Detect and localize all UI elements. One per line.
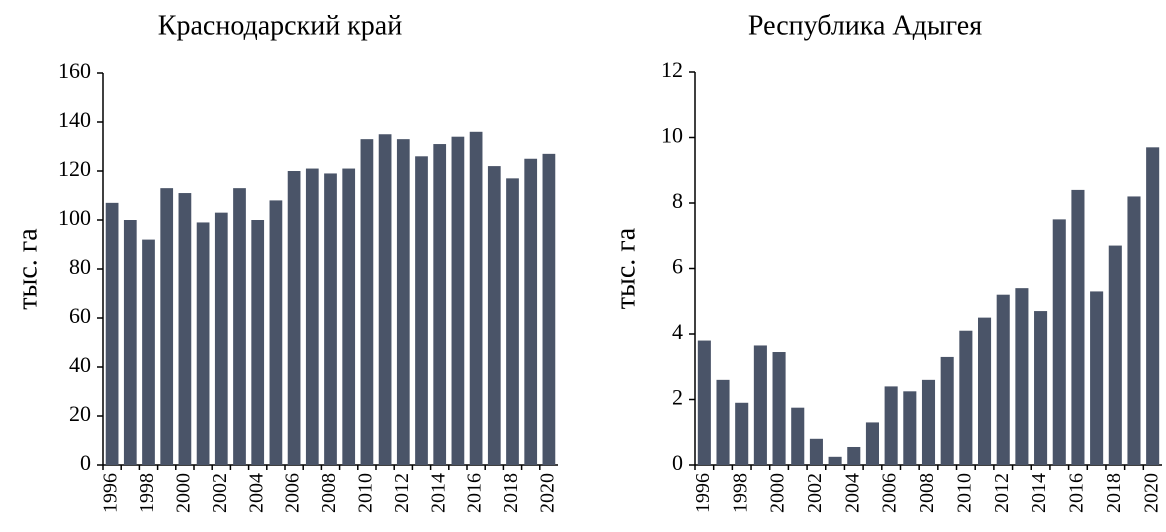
x-tick-label: 2004 — [841, 473, 863, 513]
y-tick-label: 20 — [69, 401, 91, 426]
bar — [903, 391, 917, 465]
chart-title: Республика Адыгея — [748, 10, 982, 41]
x-tick-label: 2006 — [282, 473, 304, 513]
y-tick-label: 12 — [661, 57, 683, 82]
x-tick-label: 1996 — [100, 473, 122, 513]
y-tick-label: 0 — [672, 450, 683, 475]
y-tick-label: 4 — [672, 319, 683, 344]
chart-title: Краснодарский край — [158, 10, 402, 41]
x-tick-label: 2018 — [1103, 473, 1125, 513]
bar — [123, 220, 137, 465]
bar — [753, 345, 767, 465]
x-tick-label: 2012 — [991, 473, 1013, 513]
bar — [269, 200, 283, 465]
x-tick-label: 2002 — [209, 473, 231, 513]
x-tick-label: 2014 — [427, 473, 449, 513]
x-tick-label: 2010 — [354, 473, 376, 513]
bar — [233, 188, 246, 465]
bar — [996, 294, 1010, 465]
x-tick-label: 2000 — [172, 473, 194, 513]
bar — [1146, 147, 1160, 465]
bar — [735, 402, 749, 465]
bar — [809, 438, 823, 465]
y-axis-label: тыс. га — [610, 227, 641, 309]
bar — [847, 446, 861, 465]
bar — [251, 220, 265, 465]
bar — [178, 193, 192, 466]
bar — [1090, 291, 1104, 465]
bar — [1015, 288, 1029, 465]
bar — [716, 379, 730, 465]
bar — [791, 407, 805, 465]
y-tick-label: 8 — [672, 188, 683, 213]
bar — [396, 139, 410, 465]
bar — [342, 168, 356, 466]
y-tick-label: 140 — [58, 107, 91, 132]
bar — [978, 317, 992, 465]
bar — [506, 178, 519, 465]
bar — [1127, 196, 1141, 465]
bar — [884, 386, 898, 465]
bar — [433, 144, 447, 466]
bar — [487, 166, 501, 465]
bar — [451, 136, 465, 465]
bar — [959, 330, 973, 465]
bar — [1071, 189, 1085, 465]
x-tick-label: 2006 — [879, 473, 901, 513]
bar — [940, 356, 954, 465]
x-tick-label: 1996 — [692, 473, 714, 513]
x-tick-label: 2016 — [464, 473, 486, 513]
bar — [1052, 219, 1066, 465]
x-tick-label: 1998 — [729, 473, 751, 513]
x-tick-label: 2016 — [1066, 473, 1088, 513]
bar — [1034, 311, 1048, 465]
bar — [469, 131, 483, 466]
x-tick-label: 2020 — [536, 473, 558, 513]
y-axis-label: тыс. га — [12, 228, 43, 310]
bar — [214, 212, 228, 465]
bar — [415, 156, 428, 466]
y-tick-label: 160 — [58, 58, 91, 83]
bar — [160, 188, 174, 465]
bar — [142, 239, 155, 465]
x-tick-label: 2012 — [391, 473, 413, 513]
y-tick-label: 40 — [69, 352, 91, 377]
bar — [524, 158, 538, 465]
y-tick-label: 100 — [58, 205, 91, 230]
bar — [921, 379, 936, 465]
y-tick-label: 6 — [672, 254, 683, 279]
y-tick-label: 10 — [661, 123, 683, 148]
bar — [105, 202, 119, 465]
bar — [828, 456, 842, 465]
bar — [542, 153, 556, 465]
x-tick-label: 2020 — [1140, 473, 1162, 513]
bar — [1108, 245, 1122, 465]
bar — [378, 134, 392, 465]
bar — [324, 173, 337, 465]
x-tick-label: 2000 — [767, 473, 789, 513]
bar — [772, 352, 786, 465]
x-tick-label: 2014 — [1028, 473, 1050, 513]
y-tick-label: 2 — [672, 385, 683, 410]
bar — [196, 222, 210, 465]
bar — [287, 171, 301, 465]
x-tick-label: 2004 — [245, 473, 267, 513]
x-tick-label: 2008 — [318, 473, 340, 513]
y-tick-label: 120 — [58, 156, 91, 181]
bar — [865, 422, 879, 465]
bar — [360, 139, 374, 465]
y-tick-label: 60 — [69, 303, 91, 328]
x-tick-label: 2018 — [500, 473, 522, 513]
bar — [697, 340, 711, 465]
x-tick-label: 2002 — [804, 473, 826, 513]
x-tick-label: 2008 — [916, 473, 938, 513]
y-tick-label: 80 — [69, 254, 91, 279]
x-tick-label: 2010 — [953, 473, 975, 513]
x-tick-label: 1998 — [136, 473, 158, 513]
bar — [305, 168, 319, 466]
y-tick-label: 0 — [80, 450, 91, 475]
